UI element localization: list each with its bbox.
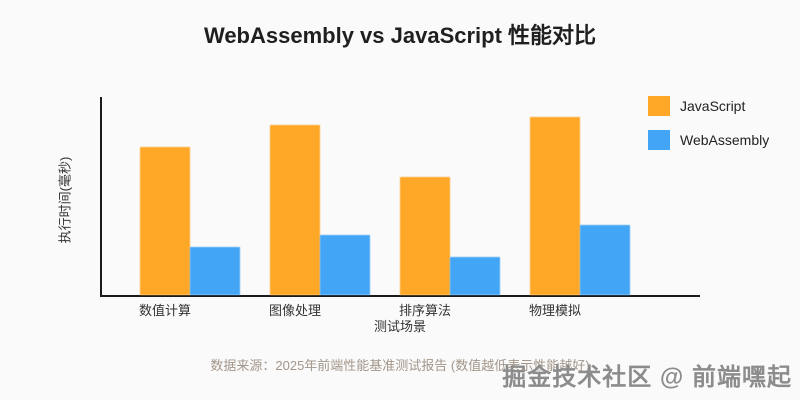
- bar-javascript-4: [530, 117, 580, 295]
- bar-javascript-2: [270, 125, 320, 295]
- legend-item-javascript: JavaScript: [648, 96, 769, 116]
- bar-javascript-3: [400, 177, 450, 295]
- bar-group-2: 图像处理: [269, 125, 370, 318]
- legend-item-webassembly: WebAssembly: [648, 130, 769, 150]
- bar-groups: 数值计算 图像处理 排序算法 物理模拟: [102, 97, 700, 318]
- footer-note: 数据来源：2025年前端性能基准测试报告 (数值越低表示性能越好): [210, 358, 590, 373]
- chart-title: WebAssembly vs JavaScript 性能对比: [203, 23, 597, 48]
- legend-swatch-webassembly: [648, 130, 670, 150]
- bar-group-4: 物理模拟: [529, 117, 630, 318]
- legend-label-javascript: JavaScript: [680, 98, 746, 114]
- bar-group-1: 数值计算: [139, 147, 240, 318]
- bar-group-3: 排序算法: [399, 177, 500, 318]
- x-tick-label-1: 数值计算: [138, 303, 192, 318]
- bar-webassembly-1: [190, 247, 240, 295]
- legend: JavaScript WebAssembly: [648, 96, 769, 150]
- x-tick-label-4: 物理模拟: [528, 303, 582, 318]
- x-tick-label-3: 排序算法: [398, 303, 452, 318]
- bar-javascript-1: [140, 147, 190, 295]
- bar-webassembly-2: [320, 235, 370, 295]
- chart-plot-area: 数值计算 图像处理 排序算法 物理模拟: [100, 97, 700, 318]
- legend-label-webassembly: WebAssembly: [680, 132, 770, 148]
- legend-swatch-javascript: [648, 96, 670, 116]
- x-axis-label: 测试场景: [373, 319, 427, 334]
- y-axis-label: 执行时间(毫秒): [57, 156, 73, 244]
- bar-webassembly-3: [450, 257, 500, 295]
- x-tick-label-2: 图像处理: [268, 303, 322, 318]
- bar-webassembly-4: [580, 225, 630, 295]
- watermark: 掘金技术社区 @ 前端嘿起: [502, 364, 792, 391]
